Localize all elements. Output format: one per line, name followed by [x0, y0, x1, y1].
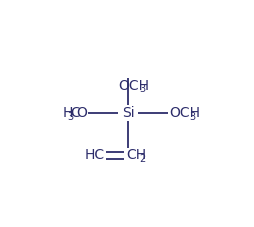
Text: OCH: OCH — [168, 106, 199, 120]
Text: O: O — [76, 106, 87, 120]
Text: 3: 3 — [67, 112, 73, 122]
Text: 3: 3 — [188, 112, 194, 122]
Text: CH: CH — [125, 148, 146, 162]
Text: OCH: OCH — [118, 79, 148, 93]
Text: H: H — [62, 106, 73, 120]
Text: C: C — [70, 106, 80, 120]
Text: HC: HC — [85, 148, 105, 162]
Text: 2: 2 — [138, 154, 145, 164]
Text: Si: Si — [121, 106, 134, 120]
Text: 3: 3 — [138, 84, 145, 94]
